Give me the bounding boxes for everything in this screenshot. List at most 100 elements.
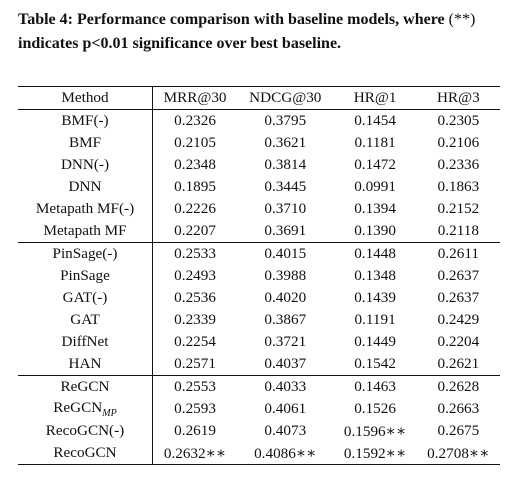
- metric-value: 0.3691: [264, 222, 307, 239]
- metric-value: 0.2593: [174, 400, 216, 417]
- method-name: DiffNet: [61, 333, 109, 350]
- metric-cell: 0.4020: [237, 287, 333, 309]
- table-row: PinSage 0.2493 0.3988 0.1348 0.2637: [18, 265, 500, 287]
- metric-cell: 0.1596∗∗: [333, 420, 416, 442]
- header-method: Method: [18, 86, 153, 110]
- metric-cell: 0.3867: [237, 309, 333, 331]
- method-cell: Metapath MF(-): [18, 198, 153, 220]
- method-cell: PinSage: [18, 265, 153, 287]
- metric-cell: 0.2493: [153, 265, 238, 287]
- metric-cell: 0.0991: [333, 176, 416, 198]
- metric-value: 0.2105: [174, 134, 216, 151]
- method-cell: HAN: [18, 353, 153, 376]
- metric-cell: 0.1863: [417, 176, 500, 198]
- metric-cell: 0.2305: [417, 110, 500, 133]
- metric-cell: 0.2619: [153, 420, 238, 442]
- metric-value: 0.1390: [354, 222, 396, 239]
- method-cell: Metapath MF: [18, 220, 153, 243]
- metric-value: 0.2675: [437, 422, 480, 439]
- metric-value: 0.1596: [343, 422, 386, 440]
- metric-value: 0.1526: [354, 400, 396, 417]
- metric-value: 0.2619: [174, 422, 216, 439]
- table-row: BMF(-) 0.2326 0.3795 0.1454 0.2305: [18, 109, 500, 133]
- table-row: HAN 0.2571 0.4037 0.1542 0.2621: [18, 353, 500, 376]
- metric-value: 0.4033: [264, 378, 307, 395]
- table-body: BMF(-) 0.2326 0.3795 0.1454 0.2305 BMF 0.2105 0…: [18, 109, 500, 465]
- metric-value: 0.2632: [163, 444, 206, 462]
- caption-significance-mark: (**): [448, 11, 476, 28]
- metric-cell: 0.2254: [153, 331, 238, 353]
- metric-cell: 0.2536: [153, 287, 238, 309]
- method-name: PinSage: [60, 267, 110, 284]
- metric-cell: 0.2105: [153, 132, 238, 154]
- metric-cell: 0.3691: [237, 220, 333, 243]
- metric-value: 0.3988: [264, 267, 307, 284]
- metric-cell: 0.2106: [417, 132, 500, 154]
- table-row: BMF 0.2105 0.3621 0.1181 0.2106: [18, 132, 500, 154]
- metric-cell: 0.1394: [333, 198, 416, 220]
- metric-cell: 0.2663: [417, 398, 500, 420]
- metric-cell: 0.2226: [153, 198, 238, 220]
- metric-cell: 0.3710: [237, 198, 333, 220]
- header-mrr30: MRR@30: [163, 89, 227, 106]
- metric-cell: 0.3795: [237, 110, 333, 133]
- method-name: GAT(-): [62, 289, 108, 306]
- metric-cell: 0.2675: [417, 420, 500, 442]
- metric-cell: 0.1348: [333, 265, 416, 287]
- metric-cell: 0.2628: [417, 376, 500, 399]
- method-cell: DNN: [18, 176, 153, 198]
- metric-value: 0.1463: [354, 378, 396, 395]
- metric-cell: 0.1463: [333, 376, 416, 399]
- metric-cell: 0.1542: [333, 353, 416, 376]
- metric-cell: 0.4033: [237, 376, 333, 399]
- significance-mark: ∗∗: [468, 444, 490, 462]
- table-row: GAT 0.2339 0.3867 0.1191 0.2429: [18, 309, 500, 331]
- metric-cell: 0.2348: [153, 154, 238, 176]
- metric-value: 0.4086: [254, 444, 296, 462]
- metric-value: 0.0991: [354, 178, 396, 195]
- metric-value: 0.4020: [264, 289, 307, 306]
- method-name: ReGCN: [60, 378, 110, 395]
- metric-cell: 0.2553: [153, 376, 238, 399]
- metric-value: 0.2663: [437, 400, 480, 417]
- table-row: ReGCNMP 0.2593 0.4061 0.1526 0.2663: [18, 398, 500, 420]
- method-name: Metapath MF: [43, 222, 127, 239]
- method-name: BMF(-): [61, 112, 109, 129]
- table-row: RecoGCN(-) 0.2619 0.4073 0.1596∗∗ 0.2675: [18, 420, 500, 442]
- metric-value: 0.4061: [264, 400, 307, 417]
- metric-value: 0.1592: [343, 444, 386, 462]
- metric-value: 0.2611: [437, 245, 479, 262]
- metric-cell: 0.2339: [153, 309, 238, 331]
- metric-cell: 0.4037: [237, 353, 333, 376]
- method-name: GAT: [70, 311, 100, 328]
- method-cell: RecoGCN: [18, 442, 153, 465]
- metric-value: 0.2571: [174, 355, 216, 372]
- header-ndcg30: NDCG@30: [249, 89, 322, 106]
- metric-value: 0.2207: [174, 222, 216, 239]
- method-subscript: MP: [102, 408, 117, 420]
- metric-value: 0.2339: [174, 311, 216, 328]
- metric-value: 0.2493: [174, 267, 216, 284]
- metric-value: 0.2533: [174, 245, 216, 262]
- metric-value: 0.2254: [174, 333, 216, 350]
- header-row: Method MRR@30 NDCG@30 HR@1 HR@3: [18, 86, 500, 110]
- metric-cell: 0.3814: [237, 154, 333, 176]
- metric-value: 0.2708: [427, 444, 469, 462]
- method-cell: BMF(-): [18, 109, 153, 132]
- metric-value: 0.2336: [437, 156, 480, 173]
- metric-cell: 0.1191: [333, 309, 416, 331]
- table-row: DNN(-) 0.2348 0.3814 0.1472 0.2336: [18, 154, 500, 176]
- method-name: HAN: [68, 355, 102, 372]
- method-cell: ReGCN: [18, 375, 153, 398]
- metric-cell: 0.4086∗∗: [237, 442, 333, 465]
- metric-value: 0.2106: [437, 134, 480, 151]
- metric-value: 0.3721: [264, 333, 307, 350]
- metric-cell: 0.2621: [417, 353, 500, 376]
- metric-cell: 0.2336: [417, 154, 500, 176]
- metric-cell: 0.2632∗∗: [153, 442, 238, 465]
- metric-value: 0.2429: [437, 311, 480, 328]
- metric-value: 0.2118: [437, 222, 479, 239]
- metric-value: 0.1181: [354, 134, 396, 151]
- method-name: RecoGCN: [53, 444, 117, 461]
- metric-value: 0.1449: [354, 333, 396, 350]
